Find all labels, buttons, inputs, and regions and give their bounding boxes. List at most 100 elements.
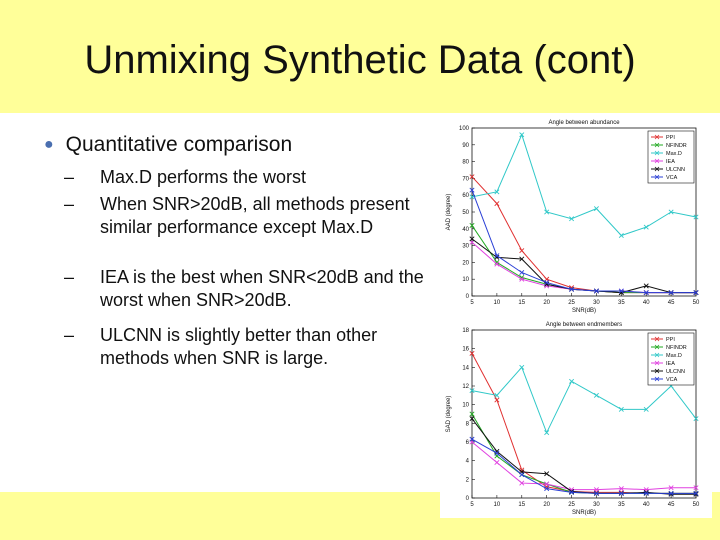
data-point xyxy=(494,450,500,456)
data-point xyxy=(469,222,475,228)
legend-marker xyxy=(654,336,660,342)
x-tick-label: 50 xyxy=(693,300,700,306)
data-point xyxy=(593,288,599,294)
chart-panel-abundance: Angle between abundance 0 10 20 30 40 50 60 70 80… xyxy=(440,116,712,316)
x-tick-label: 5 xyxy=(470,300,474,306)
sub-bullet-text: ULCNN is slightly better than other meth… xyxy=(100,325,378,368)
x-tick-label: 45 xyxy=(668,502,675,508)
y-tick-label: 0 xyxy=(466,496,470,502)
legend-marker xyxy=(654,166,660,172)
x-tick-label: 30 xyxy=(593,502,600,508)
data-point xyxy=(643,224,649,230)
data-point xyxy=(593,206,599,212)
sub-bullet-2: – When SNR>20dB, all methods present sim… xyxy=(64,193,434,238)
x-axis-label: SNR(dB) xyxy=(572,308,596,314)
data-point xyxy=(469,411,475,417)
series-line xyxy=(471,438,696,494)
data-point xyxy=(643,283,649,289)
series-line xyxy=(471,133,697,237)
legend-marker xyxy=(654,174,660,180)
x-tick-label: 45 xyxy=(668,300,675,306)
data-point xyxy=(519,132,525,138)
data-point xyxy=(618,490,624,496)
data-point xyxy=(618,406,624,412)
legend-marker xyxy=(654,376,660,382)
y-tick-label: 12 xyxy=(462,384,469,390)
data-point xyxy=(494,189,500,195)
data-point xyxy=(469,436,475,442)
y-tick-label: 4 xyxy=(466,459,470,465)
data-point xyxy=(618,489,624,495)
data-point xyxy=(494,253,500,259)
data-point xyxy=(519,269,525,275)
y-tick-label: 70 xyxy=(462,176,469,182)
legend-label: Max.D xyxy=(666,151,682,157)
data-point xyxy=(544,280,550,286)
bullet-dot-icon: ● xyxy=(44,136,54,153)
legend-label: ULCNN xyxy=(666,369,685,375)
x-tick-label: 25 xyxy=(568,300,575,306)
legend-marker xyxy=(654,158,660,164)
data-point xyxy=(693,485,699,491)
x-axis-label: SNR(dB) xyxy=(572,510,596,516)
data-point xyxy=(469,416,475,422)
data-point xyxy=(519,472,525,478)
data-point xyxy=(593,392,599,398)
x-tick-label: 35 xyxy=(618,300,625,306)
legend-box xyxy=(647,130,695,184)
legend-marker xyxy=(654,142,660,148)
x-tick-label: 40 xyxy=(643,300,650,306)
y-tick-label: 50 xyxy=(462,210,469,216)
y-tick-label: 18 xyxy=(462,328,469,334)
data-point xyxy=(668,491,674,497)
chart-panel-endmembers: Angle between endmembers 0 2 4 6 8 10 12 14 16 18 5… xyxy=(440,318,712,518)
y-tick-label: 40 xyxy=(462,227,469,233)
data-point xyxy=(494,460,500,466)
data-point xyxy=(593,487,599,493)
y-axis-label: AAD (degree) xyxy=(446,194,452,231)
data-point xyxy=(469,236,475,242)
series-line xyxy=(471,366,697,434)
legend-marker xyxy=(654,134,660,140)
sub-bullet-text: IEA is the best when SNR<20dB and the wo… xyxy=(100,267,424,310)
x-tick-label: 15 xyxy=(518,502,525,508)
chart-title: Angle between abundance xyxy=(548,120,620,126)
series-line xyxy=(471,441,696,491)
data-point xyxy=(519,275,525,281)
data-point xyxy=(544,430,550,436)
legend-label: VCA xyxy=(666,377,678,383)
chart-endmembers: Angle between endmembers 0 2 4 6 8 10 12 14 16 18 5… xyxy=(446,322,700,516)
dash-icon: – xyxy=(64,267,75,287)
legend-label: PPI xyxy=(666,337,675,343)
dash-icon: – xyxy=(64,167,75,187)
legend-label: IEA xyxy=(666,159,675,165)
data-point xyxy=(519,467,525,473)
data-point xyxy=(494,259,500,265)
data-point xyxy=(519,256,525,262)
data-point xyxy=(519,480,525,486)
x-tick-label: 15 xyxy=(518,300,525,306)
legend-marker xyxy=(654,360,660,366)
dash-icon: – xyxy=(64,194,75,214)
legend-label: PPI xyxy=(666,135,675,141)
sub-bullet-4: – ULCNN is slightly better than other me… xyxy=(64,324,434,369)
x-tick-label: 30 xyxy=(593,300,600,306)
y-tick-label: 60 xyxy=(462,193,469,199)
data-point xyxy=(569,286,575,292)
data-point xyxy=(693,490,699,496)
sub-bullet-3: – IEA is the best when SNR<20dB and the … xyxy=(64,266,434,311)
x-tick-label: 20 xyxy=(543,502,550,508)
sub-bullet-text: When SNR>20dB, all methods present simil… xyxy=(100,194,410,237)
title-band xyxy=(0,0,720,113)
y-tick-label: 100 xyxy=(459,126,470,132)
data-point xyxy=(569,378,575,384)
data-point xyxy=(519,276,525,282)
y-axis-label: SAD (degree) xyxy=(446,396,452,433)
x-tick-label: 20 xyxy=(543,300,550,306)
series-line xyxy=(471,189,696,294)
data-point xyxy=(618,288,624,294)
data-point xyxy=(693,290,699,296)
x-tick-label: 35 xyxy=(618,502,625,508)
legend-label: Max.D xyxy=(666,353,682,359)
sub-bullet-1: – Max.D performs the worst xyxy=(64,166,434,189)
